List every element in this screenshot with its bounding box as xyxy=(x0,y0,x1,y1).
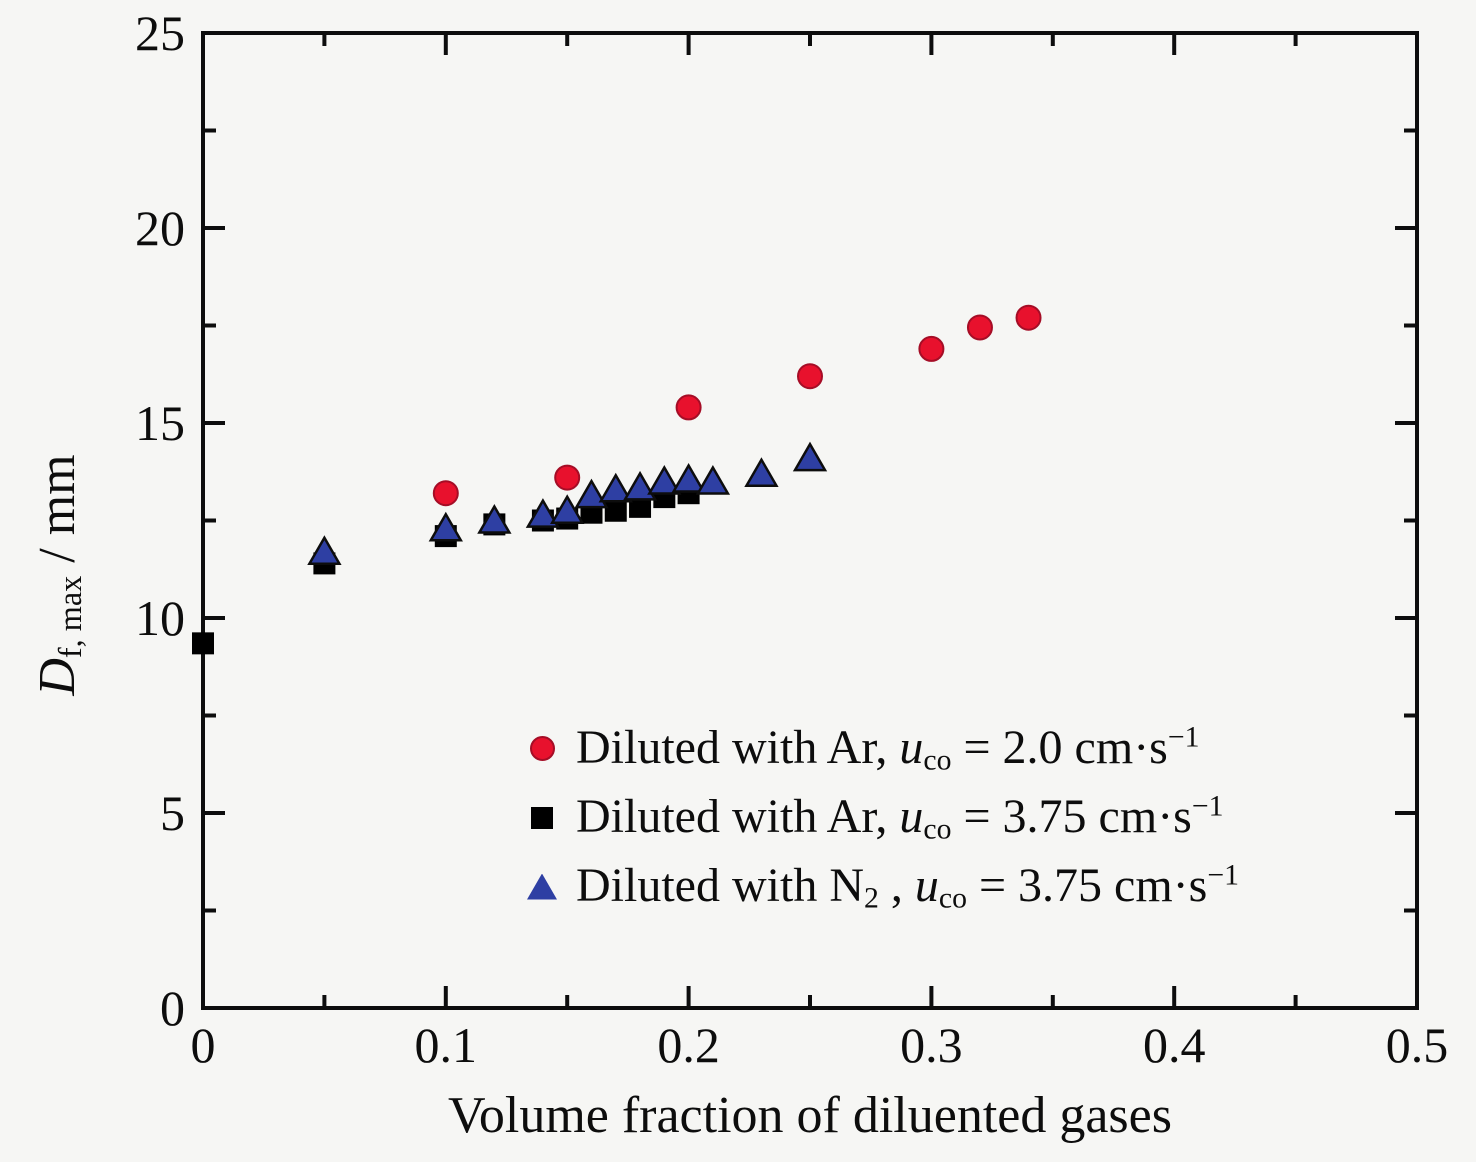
legend-label: Diluted with Ar, uco = 2.0 cm·s−1 xyxy=(576,720,1200,778)
data-point-square xyxy=(629,495,652,518)
legend-marker-box xyxy=(524,806,560,829)
text-segment: Diluted with N xyxy=(576,858,864,912)
y-tick-label: 20 xyxy=(135,200,185,256)
data-point-triangle xyxy=(622,470,658,501)
legend-label: Diluted with N2 , uco = 3.75 cm·s−1 xyxy=(576,858,1239,916)
y-tick-label: 5 xyxy=(160,785,185,841)
legend-item: Diluted with Ar, uco = 2.0 cm·s−1 xyxy=(524,714,1239,783)
legend-item: Diluted with N2 , uco = 3.75 cm·s−1 xyxy=(524,852,1239,921)
x-tick-label: 0 xyxy=(191,1017,216,1073)
square-marker-icon xyxy=(531,806,553,829)
y-tick-label: 15 xyxy=(135,395,185,451)
data-point-circle xyxy=(675,394,702,421)
data-point-triangle xyxy=(744,457,779,487)
y-tick-label: 25 xyxy=(135,5,185,61)
text-segment: , xyxy=(878,858,915,912)
text-segment: D xyxy=(29,658,86,696)
data-point-triangle xyxy=(428,511,463,542)
text-segment: −1 xyxy=(1167,720,1200,754)
y-tick-label: 10 xyxy=(135,590,185,646)
y-tick-label: 0 xyxy=(160,980,185,1036)
text-segment: f, max xyxy=(52,575,89,659)
data-point-circle xyxy=(918,335,945,362)
data-point-triangle xyxy=(550,494,585,524)
legend-marker-box xyxy=(524,873,560,900)
data-point-circle xyxy=(554,464,581,491)
data-point-circle xyxy=(797,363,823,390)
data-point-triangle xyxy=(307,535,342,565)
text-segment: −1 xyxy=(1207,858,1239,892)
text-segment: = 2.0 cm·s xyxy=(951,720,1168,774)
data-point-circle xyxy=(432,480,459,507)
data-point-triangle xyxy=(574,478,609,509)
x-tick-label: 0.5 xyxy=(1386,1017,1449,1073)
x-tick-label: 0.2 xyxy=(657,1017,720,1073)
text-segment: u xyxy=(899,720,924,774)
data-point-circle xyxy=(966,314,993,341)
text-segment: = 3.75 cm·s xyxy=(966,858,1208,912)
text-segment: Diluted with Ar, xyxy=(576,720,900,774)
data-point-triangle xyxy=(695,464,731,495)
data-point-triangle xyxy=(647,464,682,495)
legend-label: Diluted with Ar, uco = 3.75 cm·s−1 xyxy=(576,789,1224,847)
data-point-square xyxy=(192,632,214,655)
data-point-triangle xyxy=(671,463,706,493)
text-segment: u xyxy=(914,858,939,912)
text-segment: co xyxy=(923,743,952,777)
legend-marker-box xyxy=(524,736,560,761)
x-tick-label: 0.1 xyxy=(415,1017,478,1073)
data-point-triangle xyxy=(598,472,633,503)
text-segment: / mm xyxy=(29,454,86,576)
x-axis-title: Volume fraction of diluented gases xyxy=(448,1087,1172,1144)
text-segment: 2 xyxy=(863,881,879,915)
text-segment: Diluted with Ar, xyxy=(576,789,900,843)
text-segment: co xyxy=(923,812,952,846)
data-point-triangle xyxy=(792,441,828,472)
text-segment: = 3.75 cm·s xyxy=(951,789,1192,843)
data-point-square xyxy=(604,499,627,522)
legend: Diluted with Ar, uco = 2.0 cm·s−1 Diluted… xyxy=(524,714,1239,921)
y-axis-title: Df, max / mm xyxy=(24,275,92,875)
data-point-triangle xyxy=(477,503,512,534)
text-segment: co xyxy=(938,881,967,915)
x-tick-label: 0.3 xyxy=(900,1017,963,1073)
text-segment: −1 xyxy=(1191,789,1224,823)
plot-border xyxy=(201,31,1419,1010)
x-tick-label: 0.4 xyxy=(1143,1017,1206,1073)
data-point-circle xyxy=(1015,304,1042,331)
data-point-triangle xyxy=(525,498,561,528)
text-segment: u xyxy=(899,789,924,843)
triangle-marker-icon xyxy=(527,873,557,900)
legend-item: Diluted with Ar, uco = 3.75 cm·s−1 xyxy=(524,783,1239,852)
circle-marker-icon xyxy=(529,736,555,761)
